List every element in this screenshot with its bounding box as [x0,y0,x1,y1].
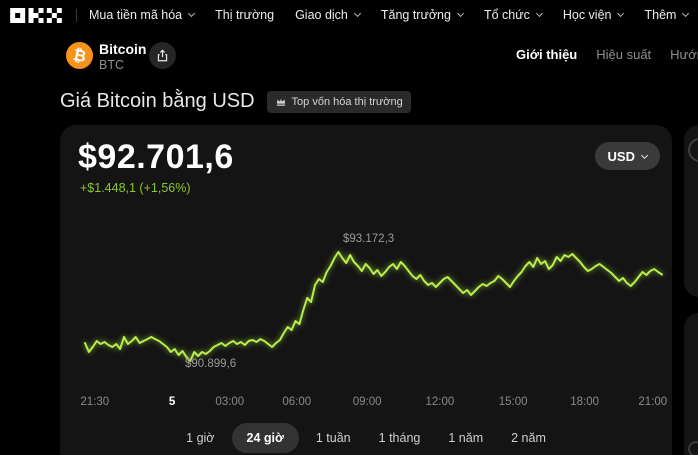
side-card-icon-2 [688,441,698,455]
current-price: $92.701,6 [78,138,234,176]
nav-item-label: Mua tiền mã hóa [89,8,183,22]
time-range-buttons: 1 giờ 24 giờ 1 tuần 1 tháng 1 năm 2 năm [60,423,672,453]
currency-selector-value: USD [607,148,635,164]
nav-item-label: Giao dịch [295,8,348,22]
nav-item-label: Tăng trưởng [380,8,451,22]
x-tick-2: 5 [168,396,176,408]
chart-low-label: $90.899,6 [185,358,237,370]
x-tick-7: 15:00 [498,396,528,408]
coin-tab-1[interactable]: Giới thiệu [516,47,578,62]
chevron-down-icon [456,9,464,18]
nav-item-label: Thêm [644,8,677,22]
x-tick-1: 21:30 [80,396,110,408]
crown-icon [276,98,285,106]
nav-item-label: Tổ chức [483,8,530,22]
range-button-4[interactable]: 1 tháng [368,423,432,453]
chart-area[interactable] [60,230,672,420]
coin-header: ₿ Bitcoin BTC Giới thiệu Hiệu suất Hướng d… [0,30,698,80]
price-chart-card: $92.701,6 +$1.448,1 (+1,56%) USD $93.172… [60,125,672,455]
chevron-down-icon [353,9,361,18]
chevron-down-icon [188,9,196,18]
title-row: Giá Bitcoin bằng USD Top vốn hóa thị trư… [60,90,411,113]
nav-item-label: Học viện [562,8,612,22]
range-button-5[interactable]: 1 năm [437,423,494,453]
coin-tab-3[interactable]: Hướng dẫn [670,47,698,62]
range-button-1[interactable]: 1 giờ [175,423,225,453]
nav-item-4[interactable]: Tăng trưởng [380,8,464,22]
nav-menu: Mua tiền mã hóa Thị trường Giao dịch Tăng t… [89,8,690,22]
price-change: +$1.448,1 (+1,56%) [80,181,191,195]
side-card-top [684,125,698,297]
price-line-chart[interactable] [60,230,672,420]
top-navigation: Mua tiền mã hóa Thị trường Giao dịch Tăng t… [0,0,698,30]
currency-selector[interactable]: USD [594,142,660,170]
side-card-icon [688,138,698,162]
nav-item-7[interactable]: Thêm [644,8,690,22]
chart-high-label: $93.172,3 [343,233,395,245]
x-tick-6: 12:00 [425,396,455,408]
market-cap-badge-label: Top vốn hóa thị trường [291,95,403,108]
okx-logo-icon [10,7,62,23]
x-tick-8: 18:00 [570,396,600,408]
price-line [84,251,663,362]
nav-item-1[interactable]: Mua tiền mã hóa [89,8,196,22]
x-tick-5: 09:00 [352,396,382,408]
coin-tab-2[interactable]: Hiệu suất [596,47,652,62]
range-button-3[interactable]: 1 tuần [305,423,362,453]
chevron-down-icon [535,9,543,18]
coin-tabs: Giới thiệu Hiệu suất Hướng dẫn [516,47,698,62]
nav-item-3[interactable]: Giao dịch [295,8,361,22]
chevron-down-icon [617,9,625,18]
range-button-2[interactable]: 24 giờ [231,423,299,453]
x-tick-4: 06:00 [282,396,312,408]
nav-item-5[interactable]: Tổ chức [483,8,543,22]
x-axis: 21:30 5 03:00 06:00 09:00 12:00 15:00 18:00 21:0… [60,396,672,410]
share-button[interactable] [149,42,176,69]
coin-name: Bitcoin [99,41,147,57]
coin-symbol: BTC [99,58,124,72]
range-button-6[interactable]: 2 năm [500,423,557,453]
page-title: Giá Bitcoin bằng USD [60,90,255,112]
okx-logo[interactable] [10,7,62,23]
nav-item-2[interactable]: Thị trường [215,8,274,22]
chevron-down-icon [682,9,690,18]
x-tick-3: 03:00 [215,396,245,408]
nav-item-label: Thị trường [215,8,275,22]
chevron-down-icon [640,151,649,159]
market-cap-badge[interactable]: Top vốn hóa thị trường [266,90,411,113]
x-tick-9: 21:00 [638,396,668,408]
nav-divider [76,8,77,22]
nav-item-6[interactable]: Học viện [562,8,625,22]
bitcoin-icon: ₿ [66,42,93,69]
side-card-bottom [684,313,698,455]
share-icon [157,49,168,62]
